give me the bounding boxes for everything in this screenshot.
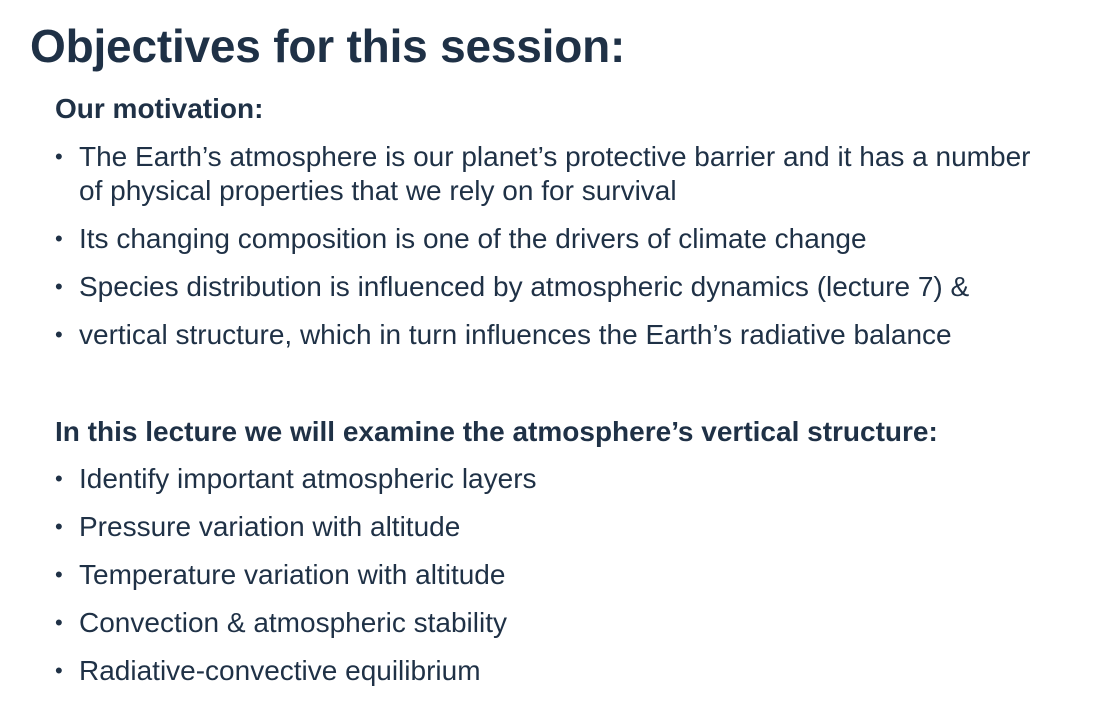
lecture-bullet-3: • Temperature variation with altitude [55,558,1108,592]
bullet-marker: • [55,514,63,539]
bullet-text: vertical structure, which in turn influe… [79,319,952,350]
bullet-marker: • [55,610,63,635]
lecture-bullet-2: • Pressure variation with altitude [55,510,1108,544]
bullet-text: The Earth’s atmosphere is our planet’s p… [79,141,1031,206]
bullet-text: Identify important atmospheric layers [79,463,537,494]
motivation-bullet-4: • vertical structure, which in turn infl… [55,318,1108,352]
bullet-text: Its changing composition is one of the d… [79,223,867,254]
bullet-marker: • [55,144,63,169]
bullet-marker: • [55,322,63,347]
bullet-text: Pressure variation with altitude [79,511,461,542]
bullet-text: Convection & atmospheric stability [79,607,507,638]
bullet-text: Temperature variation with altitude [79,559,506,590]
motivation-bullet-1: • The Earth’s atmosphere is our planet’s… [55,140,1055,208]
lecture-bullet-4: • Convection & atmospheric stability [55,606,1108,640]
lecture-heading: In this lecture we will examine the atmo… [55,416,938,447]
slide-title: Objectives for this session: [30,20,626,72]
bullet-text: Radiative-convective equilibrium [79,655,481,686]
lecture-bullet-5: • Radiative-convective equilibrium [55,654,1108,688]
bullet-marker: • [55,274,63,299]
lecture-bullet-1: • Identify important atmospheric layers [55,462,1108,496]
motivation-bullet-3: • Species distribution is influenced by … [55,270,1108,304]
bullet-marker: • [55,562,63,587]
bullet-marker: • [55,466,63,491]
bullet-marker: • [55,658,63,683]
bullet-marker: • [55,226,63,251]
motivation-heading: Our motivation: [55,93,264,124]
bullet-text: Species distribution is influenced by at… [79,271,970,302]
motivation-bullet-2: • Its changing composition is one of the… [55,222,1108,256]
